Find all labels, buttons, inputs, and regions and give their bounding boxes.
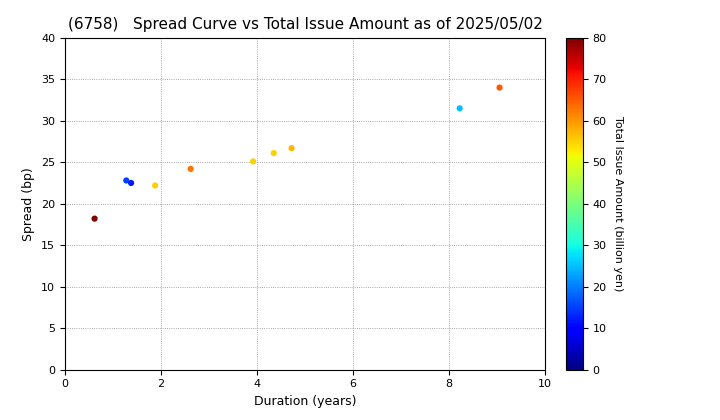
Point [149,182,161,189]
Point [185,165,197,172]
Point [248,158,259,165]
Title: (6758)   Spread Curve vs Total Issue Amount as of 2025/05/02: (6758) Spread Curve vs Total Issue Amoun… [68,18,542,32]
Point [125,180,137,186]
Point [268,150,279,157]
Point [494,84,505,91]
Point [120,177,132,184]
Point [286,145,297,152]
Y-axis label: Total Issue Amount (billion yen): Total Issue Amount (billion yen) [613,116,624,291]
X-axis label: Duration (years): Duration (years) [253,395,356,408]
Point [454,105,465,112]
Y-axis label: Spread (bp): Spread (bp) [22,167,35,241]
Point [89,215,100,222]
